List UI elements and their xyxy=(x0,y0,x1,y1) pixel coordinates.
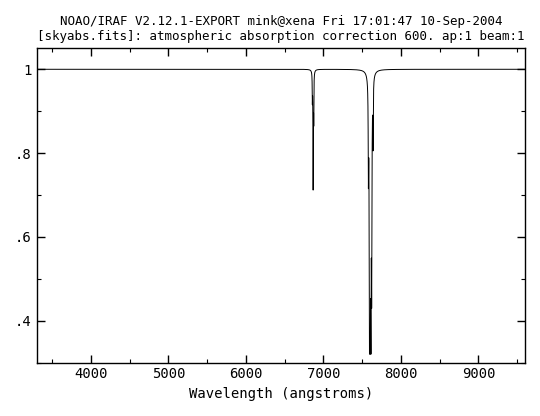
X-axis label: Wavelength (angstroms): Wavelength (angstroms) xyxy=(188,387,373,401)
Title: NOAO/IRAF V2.12.1-EXPORT mink@xena Fri 17:01:47 10-Sep-2004
[skyabs.fits]: atmos: NOAO/IRAF V2.12.1-EXPORT mink@xena Fri 1… xyxy=(37,15,524,43)
